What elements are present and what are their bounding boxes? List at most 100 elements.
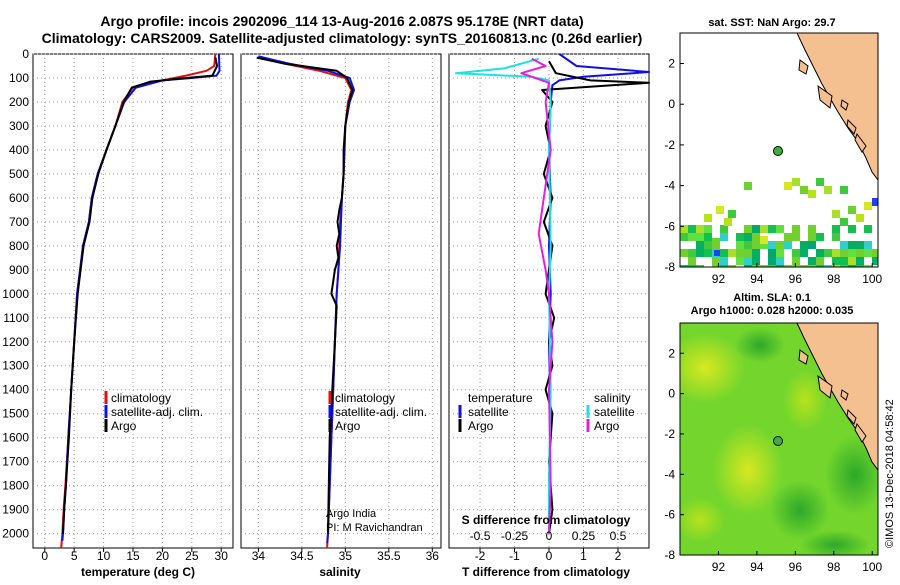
sst-cell (768, 225, 776, 233)
map-lon-tick-label: 92 (712, 560, 726, 574)
sst-cell (800, 186, 808, 194)
island (846, 408, 857, 425)
salinity-axis-label: salinity (319, 565, 361, 579)
island (840, 389, 849, 401)
depth-tick-label: 100 (9, 71, 29, 85)
sla-high-region (713, 425, 783, 515)
s-difference-tick-label: -0.25 (501, 529, 529, 543)
sst-cell (832, 257, 840, 265)
sla-map-frame (679, 322, 879, 556)
map-lon-tick-label: 96 (789, 272, 803, 286)
sst-cell (808, 265, 816, 267)
island (798, 59, 809, 75)
map-lat-tick-label: -2 (664, 138, 675, 152)
sst-cell (800, 249, 808, 257)
depth-tick-label: 1400 (2, 383, 29, 397)
island (846, 118, 857, 135)
sst-cell (752, 257, 760, 265)
sla-map: 92 94 96 98 100 2 0 -2 -4 -6 -8 (664, 322, 883, 574)
sst-cell (824, 249, 832, 257)
sst-cell (768, 265, 776, 267)
sla-map-subtitle: Argo h1000: 0.028 h2000: 0.035 (691, 305, 854, 317)
sst-cell (704, 233, 712, 241)
salinity-tick-label: 35.5 (377, 549, 401, 563)
sla-low-region (825, 435, 878, 515)
map-lon-tick-label: 100 (862, 272, 882, 286)
difference-tick-label: 0 (546, 549, 553, 563)
sst-cell (760, 225, 768, 233)
sst-cell (816, 265, 824, 267)
temperature-tick-label: 15 (126, 549, 140, 563)
map-lat-tick-label: -2 (664, 427, 675, 441)
island (854, 422, 867, 443)
s-difference-axis-label: S difference from climatology (462, 513, 631, 527)
map-lat-tick-label: -4 (664, 179, 675, 193)
map-lon-tick-label: 96 (789, 560, 803, 574)
legend-label-satellite: satellite-adj. clim. (111, 405, 203, 419)
salinity-tick-label: 35 (339, 549, 353, 563)
sst-cell (792, 178, 800, 186)
island (817, 84, 833, 109)
map-lat-tick-label: -8 (664, 260, 675, 274)
sst-cell (824, 265, 832, 267)
argo-float-marker (773, 146, 783, 156)
sst-cell (704, 241, 712, 249)
temperature-tick-label: 30 (215, 549, 229, 563)
sst-cell (832, 225, 840, 233)
sst-cell (714, 250, 720, 256)
sst-cell (792, 249, 800, 257)
sst-cell (716, 206, 724, 214)
sst-cell (792, 225, 800, 233)
sst-cell (856, 265, 864, 267)
sst-cell (864, 265, 872, 267)
depth-tick-label: 200 (9, 95, 29, 109)
sst-cell (840, 186, 848, 194)
depth-tick-label: 2000 (2, 527, 29, 541)
sst-cell (752, 225, 760, 233)
sst-cell (720, 265, 728, 267)
s-difference-tick-label: 0.25 (572, 529, 596, 543)
sst-cell (864, 241, 872, 249)
depth-tick-label: 1900 (2, 503, 29, 517)
depth-tick-label: 400 (9, 143, 29, 157)
sst-cell (816, 233, 824, 241)
depth-tick-label: 1800 (2, 479, 29, 493)
sst-cell (848, 241, 856, 249)
sst-cell (840, 218, 848, 226)
sst-cell (784, 265, 792, 267)
sst-cell (728, 249, 736, 257)
sst-cell (752, 241, 760, 249)
legend-label-s-argo: Argo (594, 419, 620, 433)
sst-cell (776, 257, 784, 265)
sst-cell (840, 257, 848, 265)
depth-tick-label: 800 (9, 239, 29, 253)
difference-legend: temperature satellite Argo salinity sate… (458, 391, 635, 433)
sst-cell (832, 210, 840, 218)
sst-cell (696, 249, 704, 257)
difference-tick-label: -2 (475, 549, 486, 563)
legend-label-argo: Argo (335, 419, 361, 433)
figure-title-2: Climatology: CARS2009. Satellite-adjuste… (42, 30, 643, 46)
sst-cell (720, 249, 728, 257)
map-lat-tick-label: 0 (668, 97, 675, 111)
salinity-tick-label: 36 (426, 549, 440, 563)
map-lat-tick-label: 0 (668, 387, 675, 401)
map-lon-tick-label: 94 (750, 560, 764, 574)
difference-series-line-3 (520, 57, 554, 534)
sst-cell (840, 241, 848, 249)
temperature-tick-label: 5 (71, 549, 78, 563)
sst-cell (736, 241, 744, 249)
sst-cell (720, 233, 728, 241)
depth-tick-label: 0 (22, 47, 29, 61)
sst-cell (848, 265, 856, 267)
depth-tick-label: 300 (9, 119, 29, 133)
temperature-series-line-2 (62, 57, 219, 534)
sst-cell (728, 265, 736, 267)
sla-low-region (735, 327, 785, 363)
legend-label-satellite: satellite-adj. clim. (335, 405, 427, 419)
sst-cell (768, 257, 776, 265)
depth-tick-label: 1200 (2, 335, 29, 349)
island (798, 349, 809, 365)
map-lon-tick-label: 92 (712, 272, 726, 286)
sst-cell (720, 257, 728, 265)
